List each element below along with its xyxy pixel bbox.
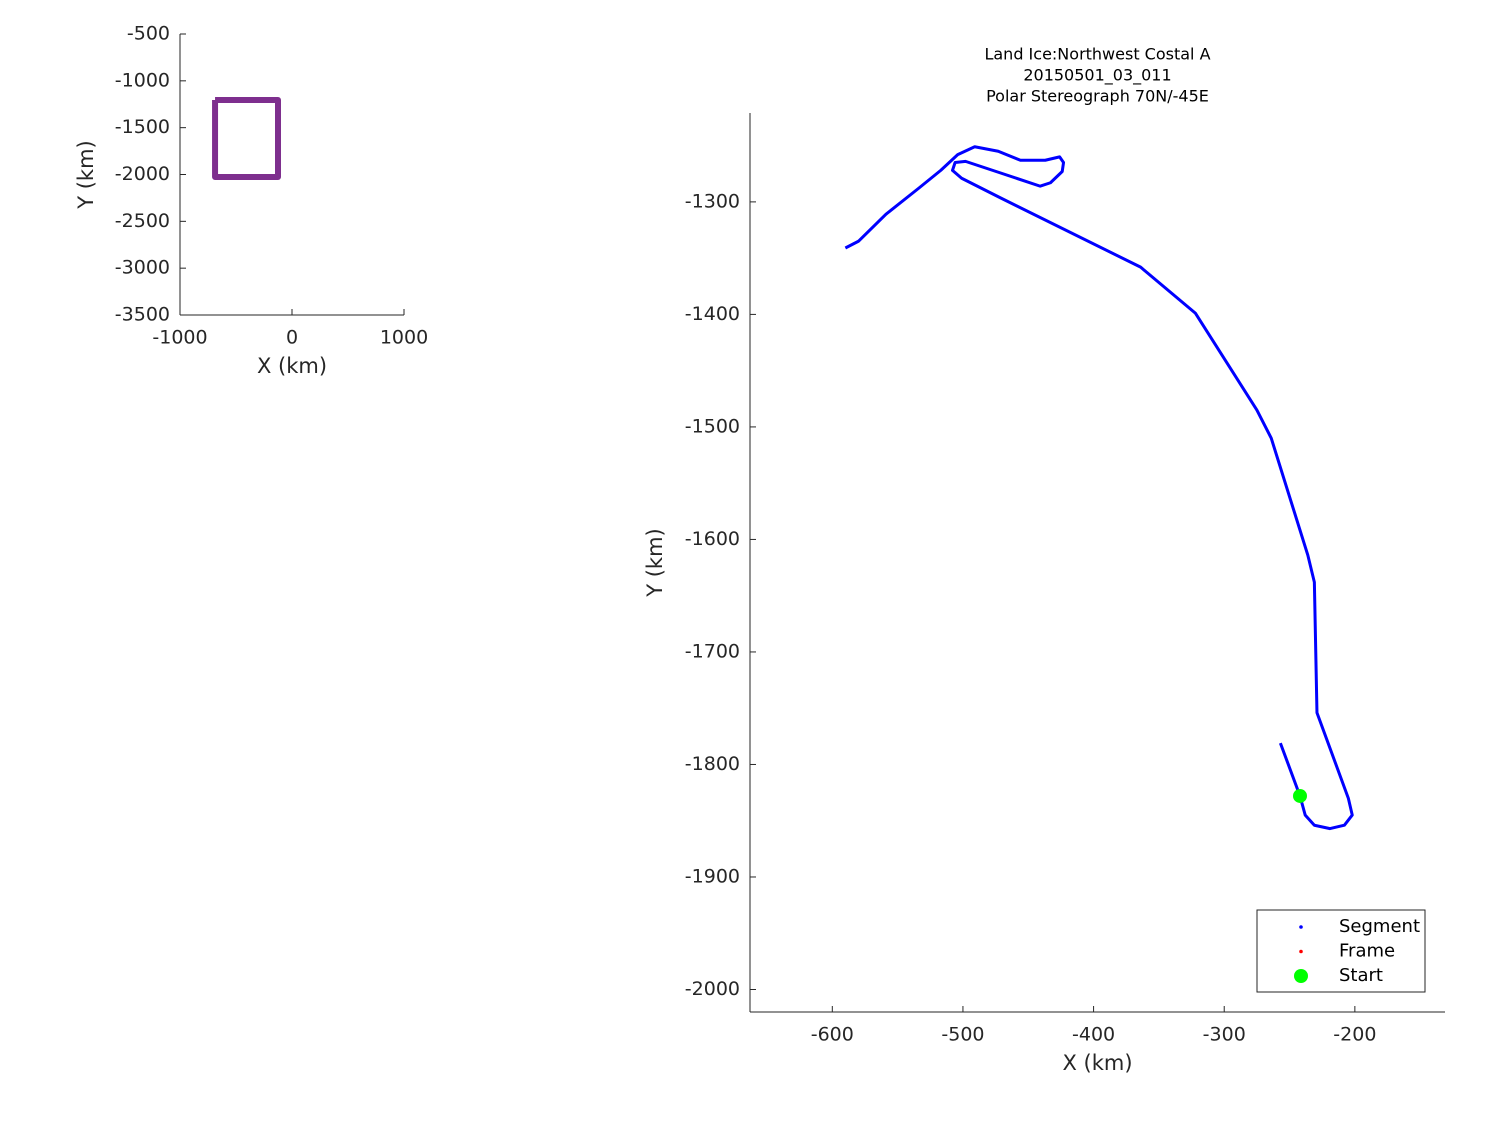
legend-label: Start [1339, 965, 1383, 986]
x-tick-label: -300 [1203, 1024, 1246, 1046]
y-axis-label: Y (km) [74, 140, 98, 210]
y-tick-label: -500 [127, 23, 170, 45]
y-tick-label: -1300 [685, 190, 740, 212]
y-tick-label: -1700 [685, 640, 740, 662]
x-tick-label: 1000 [380, 327, 428, 349]
chart-title: Polar Stereograph 70N/-45E [986, 87, 1209, 106]
y-tick-label: -1600 [685, 528, 740, 550]
x-tick-label: -600 [811, 1024, 854, 1046]
x-tick-label: -1000 [152, 327, 207, 349]
y-tick-label: -1400 [685, 303, 740, 325]
track-line [844, 145, 1354, 831]
chart-title: 20150501_03_011 [1023, 66, 1171, 86]
track-line [212, 97, 281, 181]
legend-label: Segment [1339, 916, 1420, 937]
y-tick-label: -2500 [115, 210, 170, 232]
y-tick-label: -1800 [685, 753, 740, 775]
y-tick-label: -1900 [685, 865, 740, 887]
y-tick-label: -3500 [115, 304, 170, 326]
x-tick-label: -500 [941, 1024, 984, 1046]
x-tick-label: -200 [1333, 1024, 1376, 1046]
x-tick-label: 0 [286, 327, 298, 349]
legend-marker [1299, 925, 1303, 929]
y-tick-label: -2000 [115, 163, 170, 185]
legend-marker [1299, 949, 1303, 954]
y-tick-label: -3000 [115, 257, 170, 279]
chart-title: Land Ice:Northwest Costal A [984, 45, 1210, 64]
legend-marker [1294, 969, 1308, 983]
marker [1292, 788, 1307, 803]
y-tick-label: -2000 [685, 978, 740, 1000]
y-tick-label: -1000 [115, 69, 170, 91]
y-axis-label: Y (km) [643, 528, 667, 598]
x-axis-label: X (km) [1062, 1051, 1132, 1075]
y-tick-label: -1500 [685, 415, 740, 437]
x-axis-label: X (km) [257, 354, 327, 378]
y-tick-label: -1500 [115, 116, 170, 138]
legend-label: Frame [1339, 941, 1395, 962]
x-tick-label: -400 [1072, 1024, 1115, 1046]
legend-box [1256, 909, 1426, 993]
